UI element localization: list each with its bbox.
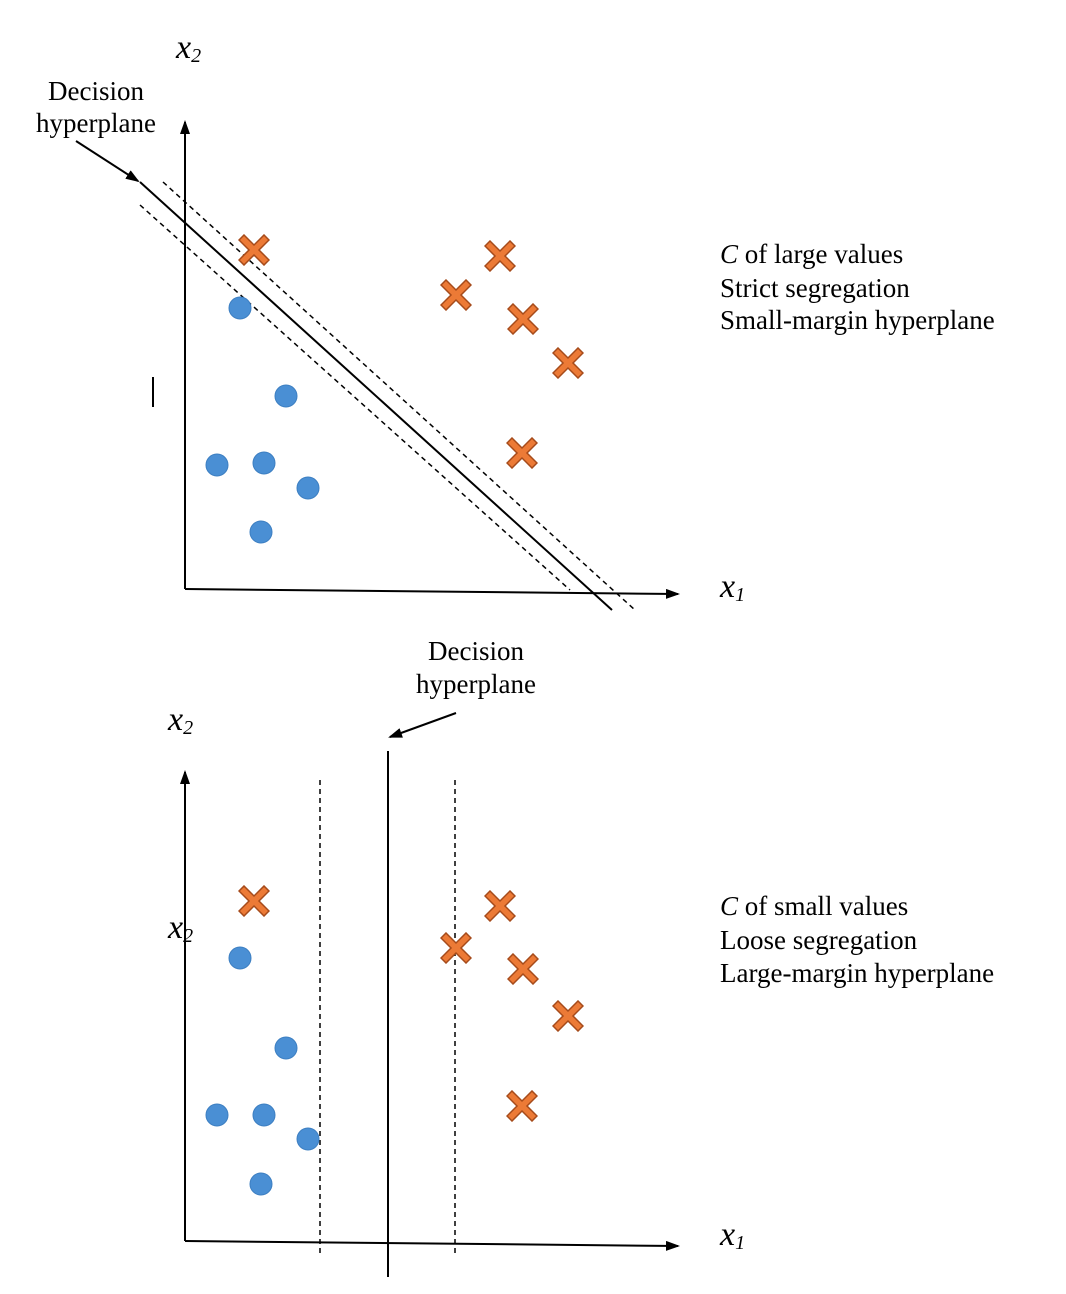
top-y-axis-label: x2 bbox=[175, 29, 201, 67]
bottom-callout-line1: Decision bbox=[428, 636, 524, 666]
bottom-cross-point bbox=[484, 890, 516, 922]
top-panel: x2 x1 Decision hyperplane C of large val… bbox=[36, 29, 995, 611]
bottom-circle-point bbox=[274, 1036, 298, 1060]
bottom-desc-line3: Large-margin hyperplane bbox=[720, 958, 994, 988]
top-desc-line2: Strict segregation bbox=[720, 273, 910, 303]
bottom-x-axis bbox=[184, 1240, 680, 1251]
top-circle-point bbox=[252, 451, 276, 475]
top-desc-line1: C of large values bbox=[720, 239, 903, 269]
bottom-circle-point bbox=[249, 1172, 273, 1196]
top-circle-point bbox=[249, 520, 273, 544]
top-cross-point bbox=[552, 347, 584, 379]
bottom-circle-point bbox=[228, 946, 252, 970]
top-circle-point bbox=[228, 296, 252, 320]
bottom-desc-line1: C of small values bbox=[720, 891, 908, 921]
bottom-cross-point bbox=[440, 932, 472, 964]
top-circle-point bbox=[296, 476, 320, 500]
top-circle-point bbox=[205, 453, 229, 477]
top-callout-arrow bbox=[75, 140, 140, 183]
top-margin-upper bbox=[162, 181, 636, 611]
top-cross-point bbox=[238, 234, 270, 266]
top-cross-point bbox=[440, 279, 472, 311]
bottom-panel: x2 x2 x1 Decision hyperplane C of small … bbox=[167, 636, 994, 1277]
bottom-desc-line2: Loose segregation bbox=[720, 925, 918, 955]
bottom-y-axis-label: x2 bbox=[167, 701, 193, 739]
bottom-cross-point bbox=[507, 953, 539, 985]
top-x-axis-label: x1 bbox=[719, 568, 745, 606]
bottom-callout-line2: hyperplane bbox=[416, 669, 536, 699]
bottom-circle-point bbox=[252, 1103, 276, 1127]
top-cross-point bbox=[506, 437, 538, 469]
top-cross-point bbox=[507, 303, 539, 335]
bottom-y-axis-label-inner: x2 bbox=[167, 909, 193, 947]
bottom-cross-point bbox=[238, 885, 270, 917]
bottom-circle-point bbox=[296, 1127, 320, 1151]
bottom-cross-point bbox=[506, 1090, 538, 1122]
bottom-cross-point bbox=[552, 1000, 584, 1032]
top-decision-hyperplane bbox=[139, 181, 613, 611]
bottom-x-axis-label: x1 bbox=[719, 1216, 745, 1254]
top-margin-lower bbox=[139, 204, 571, 591]
top-desc-line3: Small-margin hyperplane bbox=[720, 305, 995, 335]
bottom-circle-point bbox=[205, 1103, 229, 1127]
top-callout-line2: hyperplane bbox=[36, 108, 156, 138]
top-circle-point bbox=[274, 384, 298, 408]
top-cross-point bbox=[484, 240, 516, 272]
bottom-callout-arrow bbox=[388, 712, 457, 738]
top-callout-line1: Decision bbox=[48, 76, 144, 106]
top-x-axis bbox=[184, 588, 680, 599]
